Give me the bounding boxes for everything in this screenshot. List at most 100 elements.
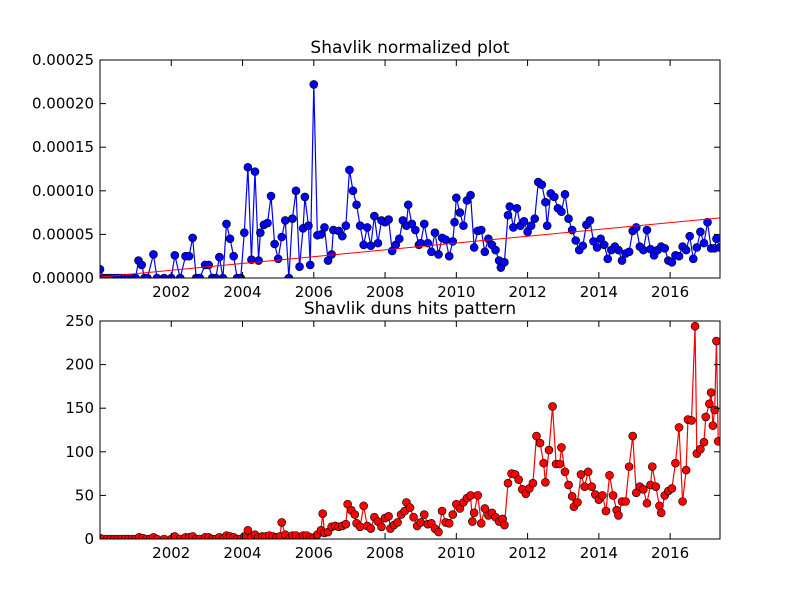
bottom-chart-data-point bbox=[706, 388, 716, 397]
top-chart-data-point bbox=[243, 162, 253, 172]
bottom-chart-data-point bbox=[605, 471, 614, 480]
bottom-chart-data-point bbox=[277, 518, 287, 527]
top-chart-data-point bbox=[373, 238, 383, 248]
bottom-chart-data-point bbox=[601, 506, 611, 516]
top-chart-data-point bbox=[254, 256, 263, 265]
bottom-chart-data-point bbox=[681, 465, 691, 475]
bottom-chart-data-point bbox=[539, 458, 548, 468]
bottom-chart-data-point bbox=[564, 480, 573, 490]
top-chart-plot-area bbox=[100, 80, 720, 278]
top-chart-y-tick-label: 0.00025 bbox=[32, 51, 94, 69]
top-chart-data-point bbox=[469, 243, 479, 252]
top-chart-data-point bbox=[452, 193, 461, 203]
top-chart-data-point bbox=[642, 225, 652, 235]
top-chart-data-point bbox=[225, 234, 235, 244]
top-chart-data-point bbox=[592, 243, 602, 252]
top-chart-data-point bbox=[617, 256, 627, 265]
top-chart-data-point bbox=[195, 273, 205, 278]
bottom-chart-data-point bbox=[405, 503, 415, 512]
bottom-chart-data-point bbox=[696, 444, 705, 454]
bottom-chart-data-point bbox=[159, 534, 169, 539]
bottom-chart-data-point bbox=[710, 405, 719, 415]
top-chart-data-point bbox=[715, 243, 720, 252]
bottom-chart-data-point bbox=[624, 462, 634, 471]
top-chart-data-point bbox=[277, 232, 287, 242]
top-chart-data-point bbox=[152, 273, 162, 278]
top-chart-data-point bbox=[599, 240, 609, 250]
top-chart-data-point bbox=[270, 239, 279, 249]
bottom-chart-data-point bbox=[341, 519, 351, 529]
top-chart-data-point bbox=[320, 223, 329, 232]
bottom-chart-y-tick-label: 100 bbox=[65, 443, 94, 461]
bottom-chart-data-point bbox=[355, 522, 365, 532]
bottom-chart-data-point bbox=[701, 412, 711, 422]
bottom-chart-data-point bbox=[480, 504, 490, 513]
bottom-chart-data-point bbox=[708, 421, 718, 430]
top-chart-data-point bbox=[503, 210, 513, 220]
bottom-chart-data-point bbox=[243, 525, 253, 535]
top-chart-data-point bbox=[466, 190, 475, 200]
bottom-chart-data-point bbox=[576, 470, 586, 479]
top-chart-data-point bbox=[337, 231, 347, 241]
top-chart-data-point bbox=[530, 214, 540, 223]
bottom-chart-data-point bbox=[598, 491, 607, 500]
bottom-chart-data-point bbox=[583, 467, 593, 477]
top-chart-data-point bbox=[480, 247, 490, 257]
top-chart-data-point bbox=[222, 219, 231, 229]
top-chart-data-point bbox=[215, 252, 224, 262]
bottom-chart-data-point bbox=[671, 458, 680, 468]
top-chart-data-point bbox=[450, 217, 459, 227]
bottom-chart-data-point bbox=[690, 321, 700, 331]
bottom-chart-data-point bbox=[473, 491, 483, 500]
top-chart-data-point bbox=[476, 225, 486, 235]
bottom-chart-y-tick-label: 50 bbox=[75, 486, 94, 504]
top-chart-data-point bbox=[316, 230, 326, 239]
top-chart-data-point bbox=[218, 273, 228, 278]
top-chart-x-tick-label: 2016 bbox=[651, 283, 689, 301]
bottom-chart-x-tick-label: 2014 bbox=[580, 544, 618, 562]
bottom-chart-data-point bbox=[514, 475, 523, 485]
top-chart-data-point bbox=[667, 257, 677, 267]
top-chart-data-point bbox=[703, 217, 712, 227]
top-chart-data-point bbox=[229, 251, 238, 261]
top-chart-data-point bbox=[284, 273, 294, 278]
bottom-chart-data-point bbox=[678, 497, 687, 506]
top-chart-data-point bbox=[419, 219, 429, 229]
top-chart-data-point bbox=[288, 214, 297, 223]
bottom-chart-data-point bbox=[528, 478, 538, 488]
top-chart: Shavlik normalized plot 2002 2004 2006 2008… bbox=[32, 38, 721, 301]
bottom-chart-x-tick-label: 2006 bbox=[295, 544, 333, 562]
top-chart-frame bbox=[99, 59, 721, 279]
bottom-chart-x-tick-label: 2004 bbox=[223, 544, 261, 562]
bottom-chart-data-point bbox=[384, 512, 393, 521]
top-chart-data-point bbox=[660, 244, 670, 253]
top-chart-data-point bbox=[300, 192, 310, 202]
bottom-chart-x-tick-label: 2012 bbox=[508, 544, 546, 562]
bottom-chart-data-point bbox=[469, 508, 479, 518]
bottom-chart: Shavlik duns hits pattern 2002 2004 2006 20… bbox=[65, 299, 721, 562]
bottom-chart-data-point bbox=[628, 431, 638, 441]
top-chart-data-point bbox=[712, 234, 720, 244]
top-chart-data-point bbox=[631, 223, 641, 232]
top-chart-data-point bbox=[537, 180, 547, 189]
bottom-chart-x-tick-label: 2016 bbox=[651, 544, 689, 562]
top-chart-data-point bbox=[370, 211, 379, 221]
bottom-chart-data-point bbox=[466, 491, 475, 500]
top-chart-data-point bbox=[550, 192, 559, 202]
top-chart-x-tick-label: 2010 bbox=[437, 283, 475, 301]
top-chart-data-point bbox=[603, 254, 613, 264]
top-chart-data-point bbox=[519, 217, 529, 226]
top-chart-data-point bbox=[541, 197, 550, 207]
top-chart-data-point bbox=[266, 191, 276, 201]
top-chart-y-tick-label: 0.00015 bbox=[32, 138, 94, 156]
top-chart-data-point bbox=[341, 221, 351, 230]
bottom-chart-x-tick-label: 2008 bbox=[366, 544, 404, 562]
bottom-chart-data-point bbox=[557, 443, 566, 452]
bottom-chart-data-point bbox=[409, 512, 418, 522]
top-chart-data-point bbox=[137, 260, 146, 270]
bottom-chart-data-point bbox=[444, 518, 454, 528]
top-chart-data-point bbox=[305, 260, 315, 270]
top-chart-data-point bbox=[204, 260, 213, 270]
bottom-chart-data-point bbox=[656, 508, 666, 518]
top-chart-data-point bbox=[512, 203, 522, 213]
